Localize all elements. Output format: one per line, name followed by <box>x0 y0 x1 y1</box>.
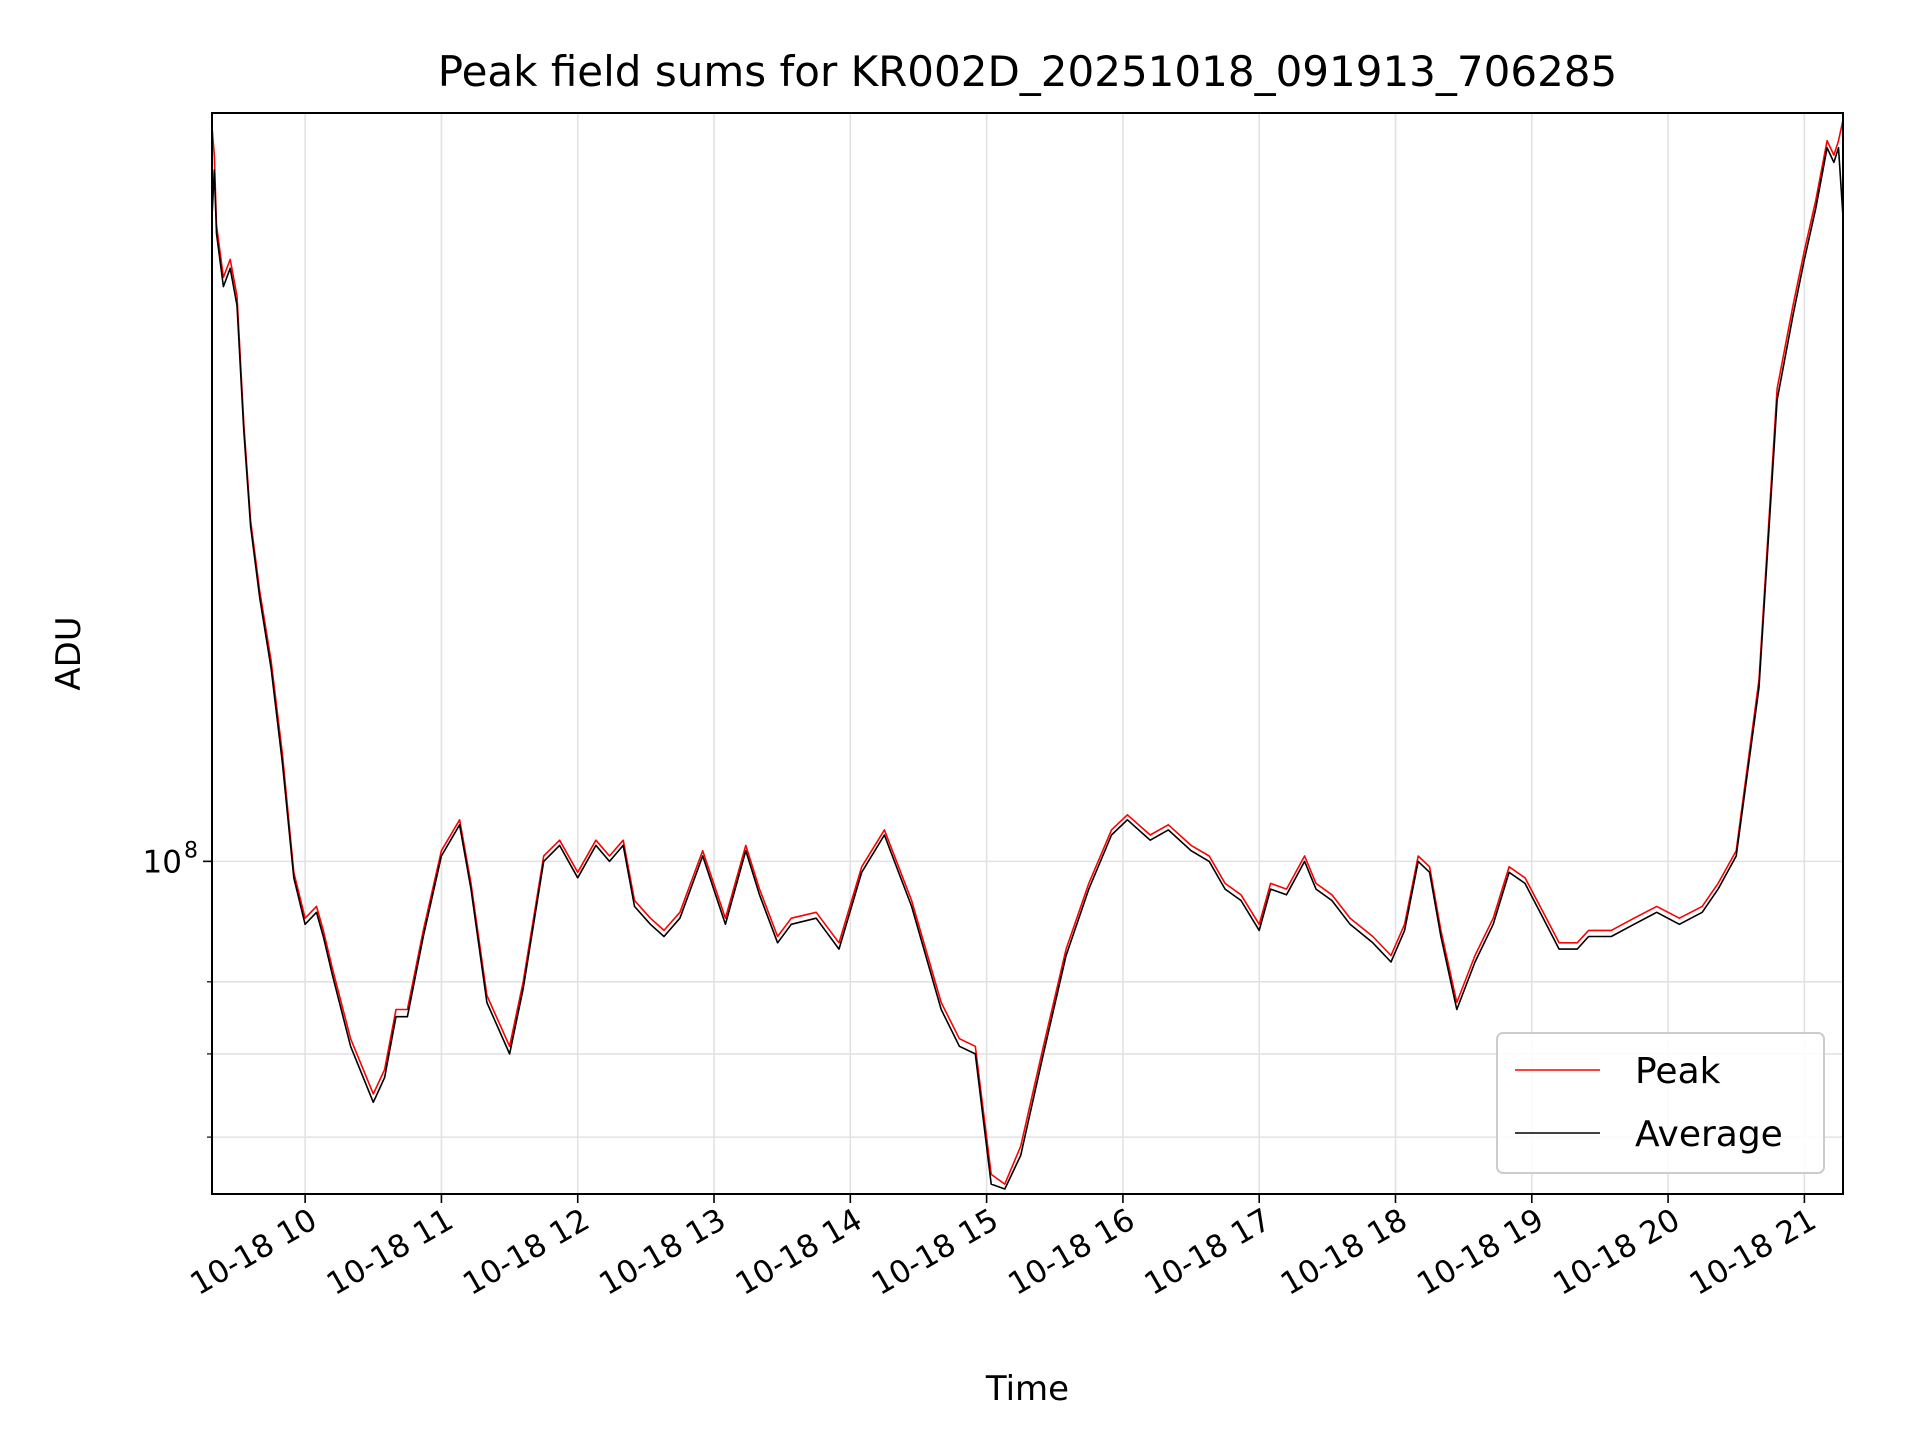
y-axis-title: ADU <box>49 616 89 690</box>
legend: Peak Average <box>1496 1032 1825 1174</box>
chart-title: Peak field sums for KR002D_20251018_0919… <box>438 47 1617 96</box>
series-line-peak <box>212 119 1843 1185</box>
plot-frame <box>211 112 1844 1195</box>
series-lines <box>212 119 1843 1190</box>
y-tick-exponent: 8 <box>184 838 198 863</box>
legend-box <box>1496 1032 1825 1174</box>
x-axis-title: Time <box>985 1369 1069 1409</box>
legend-label-average: Average <box>1635 1114 1783 1155</box>
legend-label-peak: Peak <box>1635 1051 1721 1092</box>
y-tick-label: 10 <box>143 844 182 880</box>
series-line-average <box>212 147 1843 1190</box>
